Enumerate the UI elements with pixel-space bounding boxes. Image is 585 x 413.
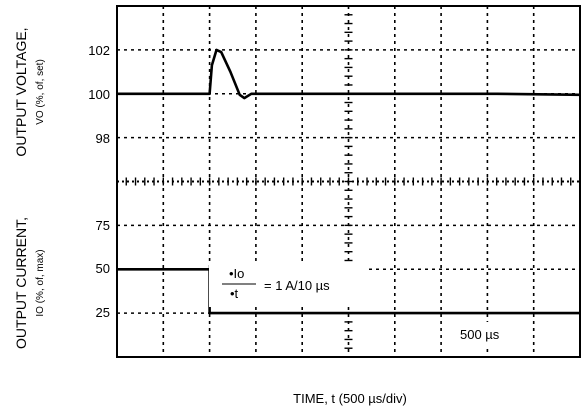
y-tick-label-98: 98 <box>96 131 110 146</box>
slew-numerator: •Io <box>229 266 244 281</box>
y-tick-label-25: 25 <box>96 305 110 320</box>
timebase-label: 500 µs <box>460 327 500 342</box>
y-tick-label-75: 75 <box>96 218 110 233</box>
voltage-trace <box>117 48 581 100</box>
y-axis-label-voltage: OUTPUT VOLTAGE, <box>13 27 29 156</box>
plot-frame <box>116 5 581 358</box>
y-tick-label-50: 50 <box>96 261 110 276</box>
slew-annotation-box <box>209 263 369 307</box>
y-axis-sublabel-voltage: VO (%, of, set) <box>35 59 46 125</box>
timebase-box <box>452 322 528 346</box>
y-axis-sublabel-current: IO (%, of, max) <box>35 249 46 316</box>
y-tick-label-100: 100 <box>88 87 110 102</box>
x-axis-label: TIME, t (500 µs/div) <box>293 391 407 406</box>
y-axis-label-current: OUTPUT CURRENT, <box>13 217 29 349</box>
slew-denominator: •t <box>230 286 239 301</box>
y-tick-label-102: 102 <box>88 43 110 58</box>
slew-value: = 1 A/10 µs <box>264 278 330 293</box>
